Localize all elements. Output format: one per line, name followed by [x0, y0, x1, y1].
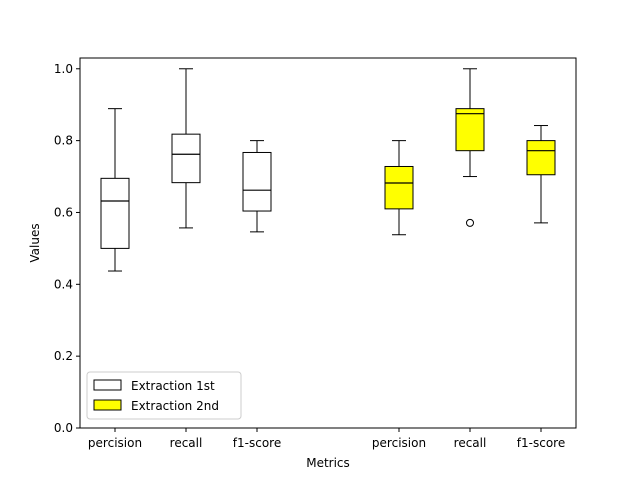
- box-iqr: [384, 165, 414, 210]
- y-tick-label: 0.0: [54, 421, 73, 435]
- x-tick-label: f1-score: [517, 436, 565, 450]
- y-tick-label: 0.8: [54, 134, 73, 148]
- y-tick-label: 0.6: [54, 205, 73, 219]
- y-tick-label: 0.4: [54, 277, 73, 291]
- legend-swatch: [93, 399, 122, 411]
- outlier-point: [466, 218, 474, 227]
- x-tick-label: percision: [372, 436, 426, 450]
- box-iqr: [455, 108, 485, 152]
- x-tick-label: recall: [454, 436, 487, 450]
- axes-layer: 0.0 0.2 0.4 0.6 0.8 1.0 percision recall f1-scor…: [54, 57, 577, 450]
- y-tick-label: 0.2: [54, 349, 73, 363]
- boxes-layer: [100, 68, 556, 272]
- box-iqr: [100, 177, 130, 249]
- box-iqr: [171, 133, 201, 184]
- legend-label: Extraction 2nd: [131, 399, 219, 413]
- box-group: [455, 68, 485, 227]
- x-tick-label: recall: [170, 436, 203, 450]
- legend-box: [86, 371, 242, 420]
- box-group: [100, 108, 130, 272]
- box-group: [384, 140, 414, 236]
- y-tick-label: 1.0: [54, 62, 73, 76]
- y-axis-label: Values: [28, 223, 42, 262]
- legend: Extraction 1st Extraction 2nd: [86, 371, 242, 420]
- box-iqr: [526, 140, 556, 176]
- box-group: [242, 140, 272, 233]
- legend-label: Extraction 1st: [131, 379, 215, 393]
- x-tick-label: percision: [88, 436, 142, 450]
- x-tick-label: f1-score: [233, 436, 281, 450]
- plot-frame: [79, 57, 577, 429]
- box-group: [526, 125, 556, 224]
- legend-swatch: [93, 379, 122, 391]
- box-iqr: [242, 151, 272, 212]
- x-axis-label: Metrics: [306, 456, 350, 470]
- box-group: [171, 68, 201, 229]
